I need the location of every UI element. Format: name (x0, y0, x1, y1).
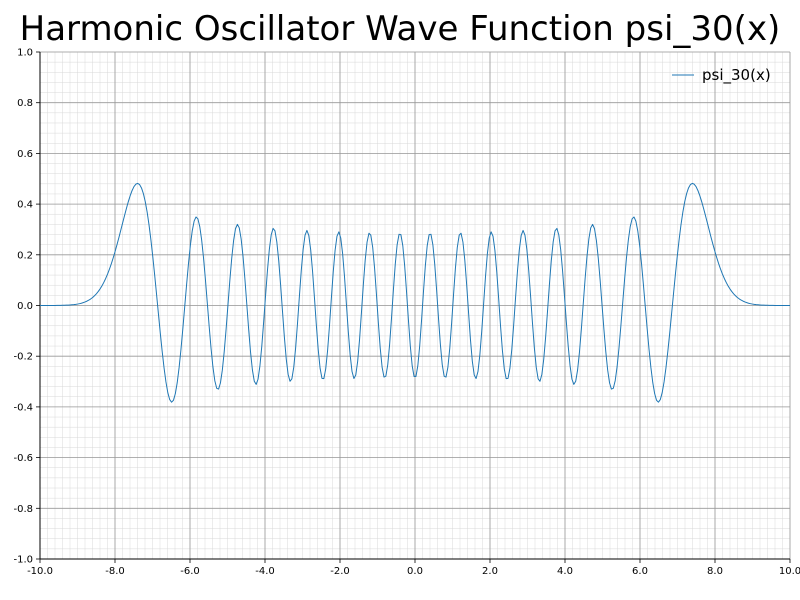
x-tick-label: 8.0 (707, 566, 723, 577)
y-tick-label: 0.8 (17, 98, 33, 109)
legend: psi_30(x) (672, 66, 771, 85)
x-tick-label: -6.0 (180, 566, 200, 577)
y-tick-label: -1.0 (13, 555, 33, 566)
x-axis-ticks: -10.0 -8.0 -6.0 -4.0 -2.0 0.0 2.0 4.0 6.0 8.0 10.0 (27, 559, 800, 577)
x-tick-label: -2.0 (330, 566, 350, 577)
x-tick-label: 2.0 (482, 566, 498, 577)
y-axis-ticks: -1.0 -0.8 -0.6 -0.4 -0.2 0.0 0.2 0.4 0.6 0.8 1.0 (13, 48, 40, 566)
x-tick-label: -10.0 (27, 566, 53, 577)
y-tick-label: -0.2 (13, 352, 33, 363)
y-tick-label: -0.4 (13, 402, 33, 413)
y-tick-label: 1.0 (17, 48, 33, 59)
series-line-0 (40, 182, 790, 403)
x-tick-label: 10.0 (779, 566, 800, 577)
series-layer (40, 182, 790, 403)
y-tick-label: 0.0 (17, 301, 33, 312)
y-tick-label: -0.8 (13, 504, 33, 515)
y-tick-label: 0.4 (17, 200, 33, 211)
y-tick-label: 0.2 (17, 250, 33, 261)
x-tick-label: -4.0 (255, 566, 275, 577)
x-tick-label: -8.0 (105, 566, 125, 577)
legend-label: psi_30(x) (702, 66, 771, 85)
x-tick-label: 6.0 (632, 566, 648, 577)
major-grid (39, 51, 791, 560)
y-tick-label: 0.6 (17, 149, 33, 160)
chart-title: Harmonic Oscillator Wave Function psi_30… (19, 9, 781, 49)
x-tick-label: 0.0 (407, 566, 423, 577)
y-tick-label: -0.6 (13, 453, 33, 464)
x-tick-label: 4.0 (557, 566, 573, 577)
